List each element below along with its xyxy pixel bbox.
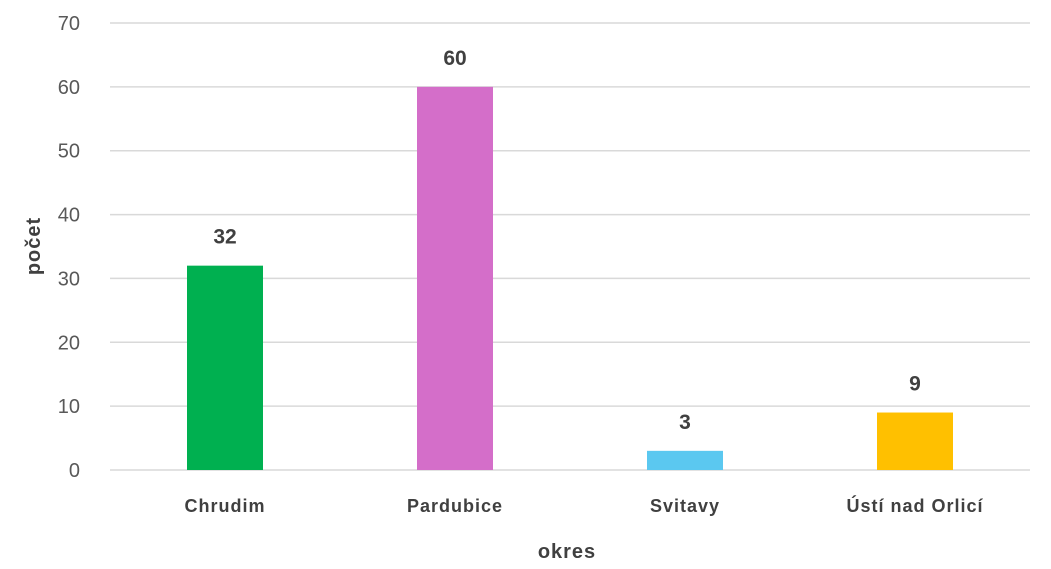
y-tick-label: 0 (69, 460, 80, 482)
bar (647, 450, 723, 470)
data-label: 60 (443, 47, 466, 70)
y-axis-title: počet (23, 217, 45, 275)
y-tick-label: 20 (58, 332, 80, 354)
y-tick-label: 30 (58, 268, 80, 290)
x-category-label: Chrudim (185, 496, 266, 516)
x-category-label: Ústí nad Orlicí (846, 495, 983, 516)
data-label: 32 (213, 226, 236, 249)
y-axis-ticks: 0 10 20 30 40 50 60 70 (58, 13, 80, 482)
x-category-label: Pardubice (407, 496, 503, 516)
x-axis-title: okres (538, 541, 596, 563)
y-tick-label: 70 (58, 13, 80, 35)
y-tick-label: 40 (58, 205, 80, 227)
bar (877, 412, 953, 470)
y-tick-label: 60 (58, 77, 80, 99)
y-tick-label: 50 (58, 141, 80, 163)
gridlines (110, 22, 1030, 471)
x-category-label: Svitavy (650, 496, 720, 516)
y-tick-label: 10 (58, 396, 80, 418)
bars (187, 86, 953, 470)
bar (417, 86, 493, 470)
data-label: 9 (909, 373, 921, 396)
data-labels: 32 60 3 9 (213, 47, 921, 434)
data-label: 3 (679, 411, 691, 434)
x-axis-categories: Chrudim Pardubice Svitavy Ústí nad Orlicí (185, 495, 983, 516)
bar (187, 265, 263, 470)
